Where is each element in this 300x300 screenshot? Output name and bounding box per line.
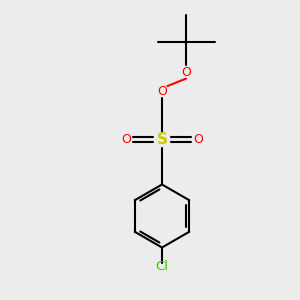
Text: Cl: Cl xyxy=(155,260,169,274)
Text: O: O xyxy=(121,133,131,146)
Text: O: O xyxy=(193,133,203,146)
Text: O: O xyxy=(157,85,167,98)
Text: S: S xyxy=(157,132,167,147)
Text: O: O xyxy=(181,65,191,79)
